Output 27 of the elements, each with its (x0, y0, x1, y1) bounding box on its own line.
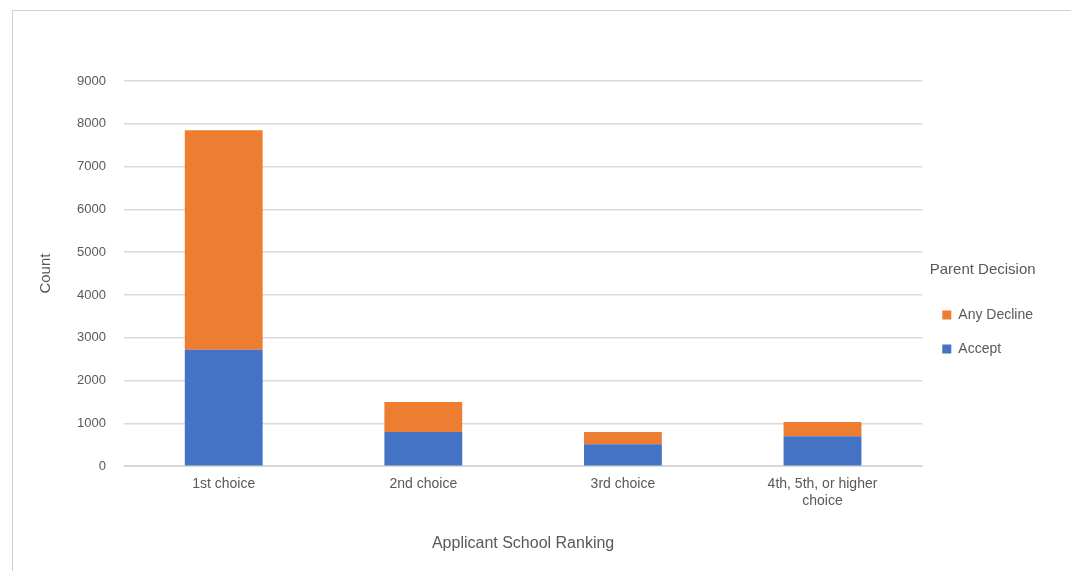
y-axis-title: Count (36, 252, 54, 294)
x-tick-label: 1st choice (192, 475, 256, 492)
x-tick-label: 3rd choice (590, 475, 656, 492)
y-tick-label: 6000 (77, 200, 106, 216)
y-tick-label: 1000 (77, 414, 106, 430)
x-axis-title: Applicant School Ranking (431, 533, 615, 551)
bar (184, 349, 263, 466)
y-tick-label: 8000 (77, 115, 106, 131)
bar (583, 444, 662, 466)
legend-title: Parent Decision (929, 259, 1036, 277)
y-tick-label: 9000 (77, 72, 106, 88)
y-tick-label: 5000 (77, 243, 106, 259)
bar (384, 431, 463, 466)
bar (583, 431, 662, 445)
y-tick-label: 7000 (77, 158, 106, 174)
y-tick-label: 2000 (77, 372, 106, 388)
bar (783, 436, 862, 466)
legend-label: Any Decline (958, 305, 1034, 322)
bar (184, 130, 263, 350)
y-tick-label: 0 (98, 457, 106, 473)
bar (384, 402, 463, 432)
y-tick-label: 4000 (77, 286, 106, 302)
bar (783, 422, 862, 437)
legend-label: Accept (958, 339, 1002, 356)
y-tick-label: 3000 (77, 329, 106, 345)
x-tick-label: 2nd choice (389, 475, 458, 492)
x-tick-label: 4th, 5th, or higher choice (767, 475, 878, 509)
